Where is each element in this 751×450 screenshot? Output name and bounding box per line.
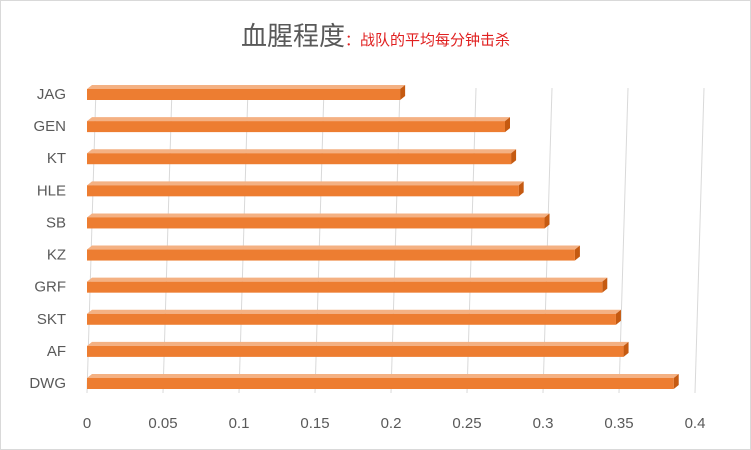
bar-dwg xyxy=(87,374,679,389)
bar-kz xyxy=(87,245,580,261)
bar-front-face xyxy=(87,185,519,197)
bar-side-face xyxy=(602,277,608,293)
y-category-label: AF xyxy=(47,343,66,360)
x-axis-labels: 0 0.05 0.1 0.15 0.2 0.25 0.3 0.35 0.4 xyxy=(83,415,706,432)
x-tick-label: 0.3 xyxy=(533,415,554,432)
bar-top-face xyxy=(87,374,679,378)
bar-side-face xyxy=(574,245,580,261)
chart-subtitle: ：战队的平均每分钟击杀 xyxy=(345,31,511,49)
bar-kt xyxy=(87,149,517,165)
x-tick-label: 0.15 xyxy=(300,415,329,432)
bar-front-face xyxy=(87,378,674,389)
bar-top-face xyxy=(87,277,608,282)
bar-side-face xyxy=(400,85,406,100)
y-category-label: SB xyxy=(46,214,66,231)
bar-top-face xyxy=(87,149,517,154)
bar-skt xyxy=(87,309,621,325)
bar-side-face xyxy=(505,117,510,133)
bar-grf xyxy=(87,277,608,293)
bar-front-face xyxy=(87,217,545,229)
gridline-8 xyxy=(694,87,705,394)
bar-series xyxy=(87,85,679,389)
bar-front-face xyxy=(87,249,575,261)
bar-side-face xyxy=(544,213,550,229)
bar-front-face xyxy=(87,121,505,133)
gridline-0 xyxy=(86,87,97,394)
x-tick-label: 0.05 xyxy=(148,415,177,432)
y-category-label: JAG xyxy=(37,86,66,103)
bar-hle xyxy=(87,181,524,197)
bar-top-face xyxy=(87,245,580,250)
bar-top-face xyxy=(87,117,510,122)
bar-side-face xyxy=(615,309,621,325)
y-category-label: KZ xyxy=(47,247,66,264)
bar-top-face xyxy=(87,85,406,89)
y-category-label: KT xyxy=(47,150,66,167)
bar-side-face xyxy=(518,181,524,197)
bar-jag xyxy=(87,85,406,100)
x-tick-label: 0.35 xyxy=(604,415,633,432)
bar-side-face xyxy=(623,341,629,357)
y-category-label: GEN xyxy=(33,118,66,135)
bar-top-face xyxy=(87,341,629,346)
bar-top-face xyxy=(87,213,550,218)
bar-front-face xyxy=(87,345,624,357)
x-tick-label: 0.25 xyxy=(452,415,481,432)
bar-top-face xyxy=(87,181,524,186)
bar-top-face xyxy=(87,309,621,314)
bar-front-face xyxy=(87,153,512,165)
bar-side-face xyxy=(673,374,679,389)
x-tick-label: 0.1 xyxy=(229,415,250,432)
x-tick-label: 0 xyxy=(83,415,91,432)
chart-title: 血腥程度：战队的平均每分钟击杀 xyxy=(0,16,751,53)
x-tick-label: 0.4 xyxy=(685,415,706,432)
bar-side-face xyxy=(511,149,517,165)
bar-gen xyxy=(87,117,510,133)
x-tick-label: 0.2 xyxy=(381,415,402,432)
bar-sb xyxy=(87,213,550,229)
chart-title-main: 血腥程度 xyxy=(240,22,345,52)
y-category-label: SKT xyxy=(37,311,66,328)
y-category-label: DWG xyxy=(29,375,66,392)
bar-front-face xyxy=(87,313,616,325)
y-category-label: HLE xyxy=(37,182,66,199)
bar-front-face xyxy=(87,89,401,100)
y-category-label: GRF xyxy=(34,279,66,296)
bar-af xyxy=(87,341,629,357)
bar-front-face xyxy=(87,281,603,293)
y-axis-labels: JAG GEN KT HLE SB KZ GRF SKT AF DWG xyxy=(29,86,66,392)
